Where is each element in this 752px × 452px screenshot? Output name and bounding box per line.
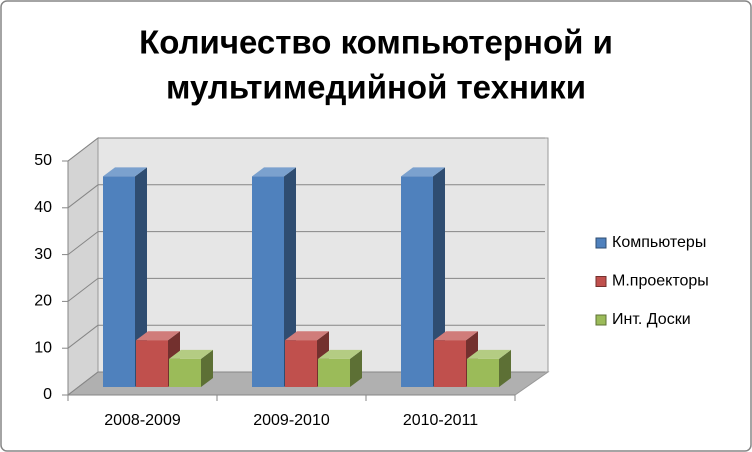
bar-top: [136, 331, 180, 341]
x-tick-label: 2009-2010: [253, 412, 330, 429]
legend-label: М.проекторы: [612, 273, 709, 290]
y-tick-label: 20: [34, 293, 52, 310]
y-tick-label: 10: [34, 339, 52, 356]
bar-top: [318, 349, 362, 359]
y-tick-label: 50: [34, 152, 52, 169]
grid-line: [67, 278, 99, 302]
bar: [136, 340, 168, 387]
legend-label: Инт. Доски: [612, 311, 691, 328]
grid-line: [67, 231, 99, 255]
bar-side: [284, 167, 296, 387]
x-tick-label: 2010-2011: [403, 412, 478, 429]
chart-title: мультимедийной техники: [166, 69, 586, 106]
bar-top: [401, 167, 445, 177]
bar: [434, 340, 466, 387]
y-tick-label: 30: [34, 246, 52, 263]
y-tick-label: 0: [43, 386, 52, 403]
y-tick-label: 40: [34, 199, 52, 216]
bar-side: [350, 349, 362, 387]
chart-title: Количество компьютерной и: [139, 24, 613, 61]
bar: [169, 358, 201, 387]
bar-top: [252, 167, 296, 177]
grid-line: [67, 371, 99, 396]
bar: [252, 176, 284, 387]
bar-side: [499, 349, 511, 387]
legend-label: Компьютеры: [612, 234, 706, 251]
bar-top: [467, 349, 511, 359]
bar-side: [201, 349, 213, 387]
bar: [103, 176, 135, 387]
grid-line: [67, 137, 99, 162]
bar: [467, 358, 499, 387]
legend-swatch: [595, 276, 607, 287]
side-wall: [67, 136, 99, 397]
bar: [318, 358, 350, 387]
bar: [401, 176, 433, 387]
bar-top: [103, 167, 147, 177]
grid-line: [67, 324, 99, 349]
bar-top: [434, 331, 478, 341]
legend-swatch: [595, 237, 607, 249]
bar: [285, 340, 317, 387]
bar-side: [135, 167, 147, 387]
legend-swatch: [595, 314, 607, 326]
bar-top: [169, 349, 213, 359]
bar-side: [433, 167, 445, 387]
grid-line: [67, 184, 99, 209]
x-tick-label: 2008-2009: [104, 412, 181, 429]
bar-top: [285, 331, 329, 341]
